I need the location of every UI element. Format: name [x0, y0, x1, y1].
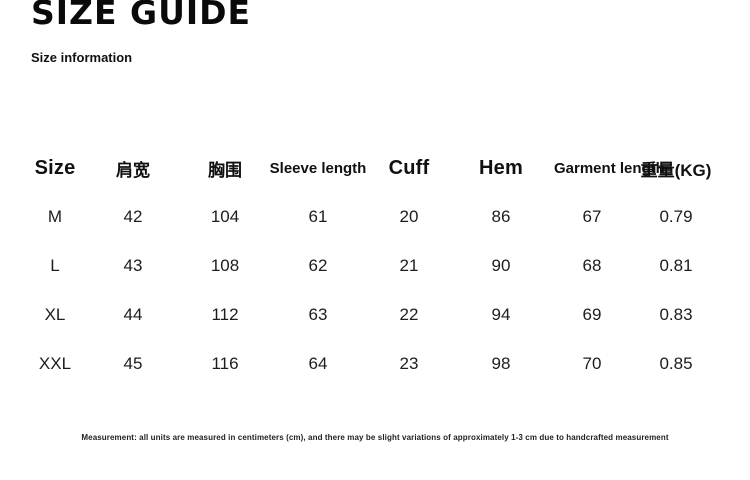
table-cell: 0.79	[659, 206, 693, 226]
column-header-sleeve-length: Sleeve length	[269, 159, 367, 177]
table-cell: 116	[211, 353, 239, 373]
table-cell: 0.83	[659, 304, 693, 324]
column-header-cuff: Cuff	[388, 156, 430, 179]
table-header-row: Size 肩宽 胸围 Sleeve length Cuff Hem Garmen…	[28, 144, 728, 192]
column-header-chest: 胸围	[208, 160, 242, 180]
size-information-subtitle: Size information	[31, 50, 133, 65]
table-cell: 64	[308, 353, 328, 373]
table-cell: 70	[582, 353, 602, 373]
table-cell: 0.81	[659, 255, 693, 275]
table-cell: 108	[210, 255, 240, 275]
column-header-size: Size	[34, 156, 76, 179]
table-row-m: M 42 104 61 20 86 67 0.79	[28, 192, 728, 241]
column-header-garment-length: Garment length	[554, 159, 665, 177]
table-cell: 22	[399, 304, 419, 324]
table-cell: 43	[123, 255, 143, 275]
table-row-l: L 43 108 62 21 90 68 0.81	[28, 241, 728, 290]
table-cell: 20	[399, 206, 419, 226]
table-cell: 61	[308, 206, 328, 226]
row-size-label: XL	[44, 304, 66, 324]
table-row-xl: XL 44 112 63 22 94 69 0.83	[28, 290, 728, 339]
table-cell: 90	[491, 255, 511, 275]
table-cell: 44	[123, 304, 143, 324]
table-cell: 21	[399, 255, 419, 275]
column-header-hem: Hem	[479, 156, 523, 179]
table-cell: 69	[582, 304, 602, 324]
table-cell: 42	[123, 206, 143, 226]
table-cell: 45	[123, 353, 143, 373]
table-cell: 98	[491, 353, 511, 373]
table-cell: 104	[210, 206, 240, 226]
table-cell: 62	[308, 255, 328, 275]
table-cell: 23	[399, 353, 419, 373]
table-cell: 68	[582, 255, 602, 275]
page-title: SIZE GUIDE	[31, 0, 252, 32]
column-header-shoulder-width: 肩宽	[116, 160, 150, 180]
table-cell: 0.85	[659, 353, 693, 373]
row-size-label: L	[50, 255, 60, 275]
table-row-xxl: XXL 45 116 64 23 98 70 0.85	[28, 339, 728, 388]
size-guide-table: Size 肩宽 胸围 Sleeve length Cuff Hem Garmen…	[28, 144, 728, 388]
row-size-label: M	[47, 206, 63, 226]
table-cell: 94	[491, 304, 511, 324]
measurement-footnote: Measurement: all units are measured in c…	[81, 433, 669, 442]
column-header-weight-kg: 重量(KG)	[640, 160, 712, 180]
table-cell: 67	[582, 206, 602, 226]
table-cell: 86	[491, 206, 511, 226]
table-cell: 63	[308, 304, 328, 324]
table-cell: 112	[211, 304, 239, 324]
row-size-label: XXL	[38, 353, 72, 373]
